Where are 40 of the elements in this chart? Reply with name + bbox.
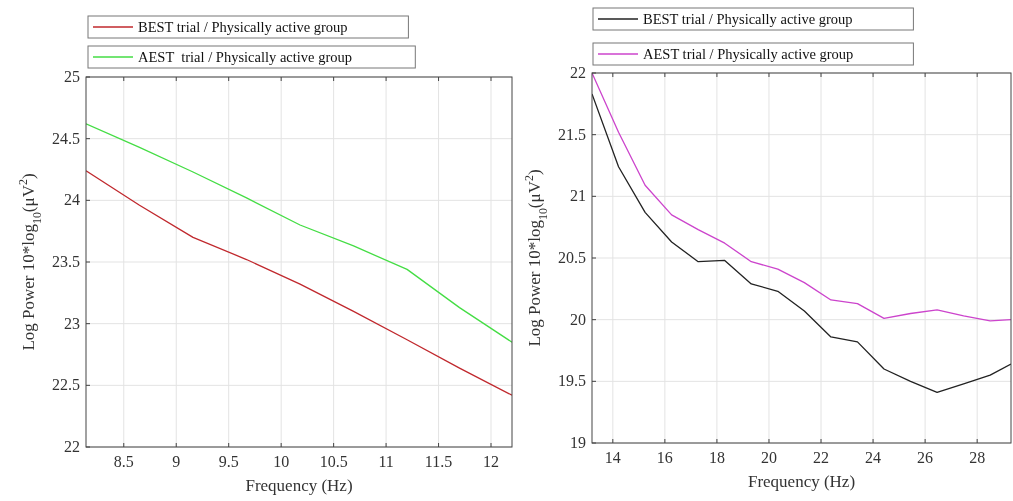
y-tick-label: 21	[570, 187, 586, 205]
y-tick-label: 20	[570, 310, 586, 328]
x-tick-label: 24	[865, 449, 882, 466]
y-tick-label: 24.5	[52, 129, 80, 147]
x-axis-title: Frequency (Hz)	[245, 476, 353, 495]
legend-label: BEST trial / Physically active group	[138, 19, 348, 35]
y-tick-label: 23.5	[52, 253, 80, 270]
legend-label: AEST trial / Physically active group	[643, 46, 854, 62]
y-tick-label: 24	[64, 191, 80, 209]
x-tick-label: 28	[969, 449, 986, 466]
x-tick-label: 8.5	[113, 453, 134, 470]
line-series	[592, 73, 1011, 322]
x-tick-label: 16	[656, 449, 673, 466]
legend-label: BEST trial / Physically active group	[643, 11, 853, 27]
x-tick-label: 12	[483, 453, 500, 470]
line-series	[86, 123, 512, 343]
y-tick-label: 21.5	[558, 125, 586, 143]
x-tick-label: 10	[273, 453, 290, 470]
line-series	[86, 170, 512, 396]
y-tick-label: 20.5	[558, 249, 586, 266]
x-tick-label: 10.5	[319, 453, 348, 470]
y-tick-label: 23	[64, 314, 80, 332]
y-tick-label: 25	[64, 68, 80, 85]
x-tick-label: 9	[172, 453, 181, 470]
x-tick-label: 18	[708, 449, 725, 466]
y-tick-label: 22	[570, 64, 586, 81]
y-tick-label: 22.5	[52, 376, 80, 394]
x-tick-label: 11	[378, 453, 394, 470]
x-tick-label: 9.5	[218, 453, 239, 470]
x-tick-label: 14	[604, 449, 621, 466]
y-tick-label: 19.5	[558, 372, 586, 390]
legend-label: AEST trial / Physically active group	[138, 49, 352, 65]
x-tick-label: 22	[813, 449, 830, 466]
y-tick-label: 19	[570, 434, 586, 451]
x-tick-label: 26	[917, 449, 934, 466]
y-tick-label: 22	[64, 438, 80, 455]
line-series	[592, 93, 1011, 394]
x-axis-title: Frequency (Hz)	[747, 472, 856, 491]
x-tick-label: 11.5	[424, 453, 453, 470]
x-tick-label: 20	[760, 449, 777, 466]
